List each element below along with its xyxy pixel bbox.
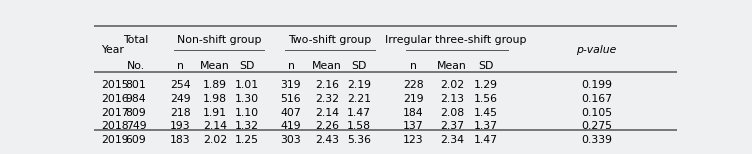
Text: 228: 228 xyxy=(403,81,423,91)
Text: 2.37: 2.37 xyxy=(440,121,464,131)
Text: SD: SD xyxy=(478,61,493,71)
Text: 137: 137 xyxy=(403,121,423,131)
Text: 1.91: 1.91 xyxy=(203,108,227,118)
Text: 1.56: 1.56 xyxy=(474,94,498,104)
Text: 1.29: 1.29 xyxy=(474,81,498,91)
Text: 2.43: 2.43 xyxy=(315,135,339,145)
Text: 183: 183 xyxy=(170,135,190,145)
Text: 407: 407 xyxy=(280,108,302,118)
Text: 2.21: 2.21 xyxy=(347,94,371,104)
Text: 2.19: 2.19 xyxy=(347,81,371,91)
Text: Mean: Mean xyxy=(437,61,467,71)
Text: 0.275: 0.275 xyxy=(581,121,612,131)
Text: 2.14: 2.14 xyxy=(203,121,227,131)
Text: 0.105: 0.105 xyxy=(581,108,612,118)
Text: 2015: 2015 xyxy=(101,81,129,91)
Text: 749: 749 xyxy=(126,121,147,131)
Text: Non-shift group: Non-shift group xyxy=(177,35,262,45)
Text: 1.45: 1.45 xyxy=(474,108,498,118)
Text: n: n xyxy=(177,61,183,71)
Text: 0.199: 0.199 xyxy=(581,81,612,91)
Text: 1.98: 1.98 xyxy=(203,94,227,104)
Text: No.: No. xyxy=(127,61,145,71)
Text: 2.13: 2.13 xyxy=(440,94,464,104)
Text: 1.47: 1.47 xyxy=(347,108,371,118)
Text: 1.30: 1.30 xyxy=(235,94,259,104)
Text: p-value: p-value xyxy=(576,45,617,55)
Text: 2.26: 2.26 xyxy=(315,121,339,131)
Text: 193: 193 xyxy=(170,121,190,131)
Text: 2018: 2018 xyxy=(101,121,129,131)
Text: 1.47: 1.47 xyxy=(474,135,498,145)
Text: 609: 609 xyxy=(126,135,147,145)
Text: 219: 219 xyxy=(403,94,423,104)
Text: 984: 984 xyxy=(126,94,147,104)
Text: 123: 123 xyxy=(403,135,423,145)
Text: 1.37: 1.37 xyxy=(474,121,498,131)
Text: n: n xyxy=(287,61,295,71)
Text: Total: Total xyxy=(123,35,149,45)
Text: 2.32: 2.32 xyxy=(315,94,339,104)
Text: SD: SD xyxy=(351,61,367,71)
Text: 516: 516 xyxy=(280,94,302,104)
Text: 5.36: 5.36 xyxy=(347,135,371,145)
Text: 1.25: 1.25 xyxy=(235,135,259,145)
Text: Two-shift group: Two-shift group xyxy=(289,35,371,45)
Text: 218: 218 xyxy=(170,108,190,118)
Text: Irregular three-shift group: Irregular three-shift group xyxy=(385,35,526,45)
Text: 801: 801 xyxy=(126,81,147,91)
Text: 419: 419 xyxy=(280,121,302,131)
Text: 2.02: 2.02 xyxy=(440,81,464,91)
Text: 2019: 2019 xyxy=(101,135,129,145)
Text: 254: 254 xyxy=(170,81,190,91)
Text: n: n xyxy=(410,61,417,71)
Text: 1.58: 1.58 xyxy=(347,121,371,131)
Text: 2.02: 2.02 xyxy=(203,135,227,145)
Text: 2.34: 2.34 xyxy=(440,135,464,145)
Text: 319: 319 xyxy=(280,81,302,91)
Text: 2016: 2016 xyxy=(101,94,129,104)
Text: 0.339: 0.339 xyxy=(581,135,612,145)
Text: 1.32: 1.32 xyxy=(235,121,259,131)
Text: 0.167: 0.167 xyxy=(581,94,612,104)
Text: Year: Year xyxy=(101,45,124,55)
Text: 1.89: 1.89 xyxy=(203,81,227,91)
Text: Mean: Mean xyxy=(312,61,342,71)
Text: 303: 303 xyxy=(280,135,302,145)
Text: 184: 184 xyxy=(403,108,423,118)
Text: 2017: 2017 xyxy=(101,108,129,118)
Text: 809: 809 xyxy=(126,108,147,118)
Text: 249: 249 xyxy=(170,94,190,104)
Text: 2.08: 2.08 xyxy=(440,108,464,118)
Text: SD: SD xyxy=(240,61,255,71)
Text: 1.01: 1.01 xyxy=(235,81,259,91)
Text: 1.10: 1.10 xyxy=(235,108,259,118)
Text: 2.16: 2.16 xyxy=(315,81,339,91)
Text: Mean: Mean xyxy=(200,61,230,71)
Text: 2.14: 2.14 xyxy=(315,108,339,118)
